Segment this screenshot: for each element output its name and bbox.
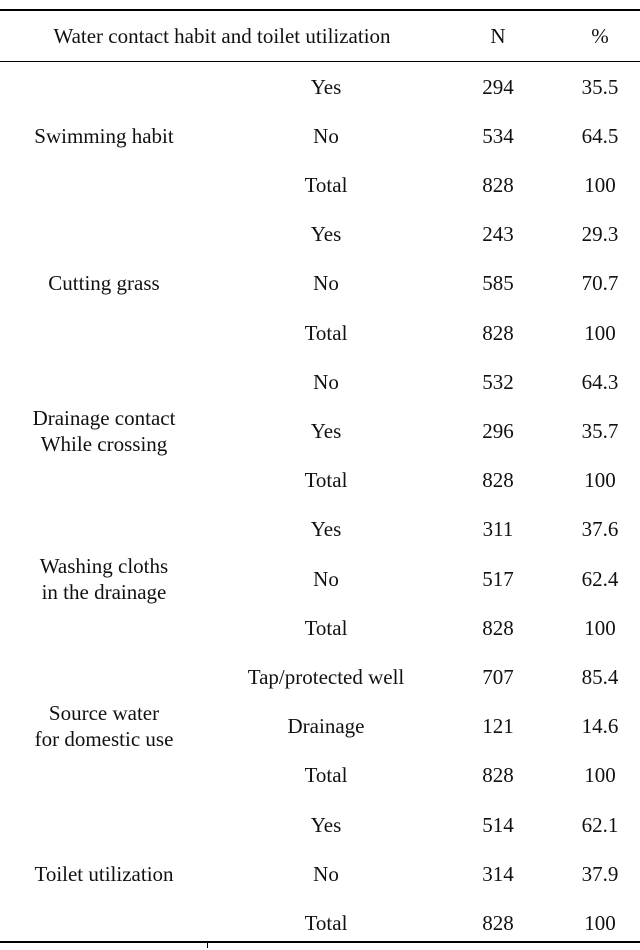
- group-label-line: in the drainage: [41, 579, 167, 604]
- n-cell: 296: [482, 418, 514, 443]
- category-cell: Yes: [310, 812, 342, 837]
- group-label-line: Cutting grass: [48, 271, 160, 296]
- percent-cell: 100: [584, 763, 616, 788]
- group-label: Washing cloths in the drainage: [0, 505, 208, 653]
- group-label-line: Source water: [48, 701, 160, 726]
- group-label-line: Toilet utilization: [34, 861, 174, 886]
- percent-cell: 35.7: [581, 418, 619, 443]
- n-cell: 828: [482, 172, 514, 197]
- group-label: Drainage contact While crossing: [0, 357, 208, 505]
- percent-cell: 62.1: [581, 812, 619, 837]
- category-cell: Total: [304, 468, 348, 493]
- group-label: Swimming habit: [0, 62, 208, 210]
- percent-cell: 85.4: [581, 664, 619, 689]
- category-cell: No: [313, 861, 339, 886]
- category-cell: Yes: [310, 418, 342, 443]
- category-cell: No: [313, 271, 339, 296]
- n-cell: 828: [482, 320, 514, 345]
- header-n: N: [490, 24, 506, 48]
- group-label: Source water for domestic use: [0, 652, 208, 800]
- n-cell: 585: [482, 271, 514, 296]
- category-cell: No: [313, 566, 339, 591]
- n-cell: 514: [482, 812, 514, 837]
- percent-cell: 100: [584, 615, 616, 640]
- category-cell: Yes: [310, 517, 342, 542]
- category-cell: Total: [304, 615, 348, 640]
- category-cell: No: [313, 369, 339, 394]
- category-cell: Total: [304, 320, 348, 345]
- percent-cell: 29.3: [581, 222, 619, 247]
- group-label: Toilet utilization: [0, 800, 208, 948]
- group-label-line: Swimming habit: [34, 123, 174, 148]
- n-cell: 243: [482, 222, 514, 247]
- percent-cell: 100: [584, 468, 616, 493]
- percent-cell: 62.4: [581, 566, 619, 591]
- category-cell: Total: [304, 763, 348, 788]
- table-header-rule: [0, 61, 640, 62]
- percent-cell: 37.9: [581, 861, 619, 886]
- n-cell: 121: [482, 714, 514, 739]
- percent-cell: 14.6: [581, 714, 619, 739]
- n-cell: 534: [482, 123, 514, 148]
- n-cell: 828: [482, 468, 514, 493]
- n-cell: 294: [482, 74, 514, 99]
- percent-cell: 100: [584, 910, 616, 935]
- table-bottom-tick: [207, 943, 208, 948]
- n-cell: 311: [482, 517, 514, 542]
- n-cell: 314: [482, 861, 514, 886]
- category-cell: Yes: [310, 222, 342, 247]
- header-title: Water contact habit and toilet utilizati…: [53, 24, 391, 48]
- category-cell: No: [313, 123, 339, 148]
- group-label-line: Washing cloths: [39, 553, 169, 578]
- category-cell: Total: [304, 910, 348, 935]
- n-cell: 517: [482, 566, 514, 591]
- category-cell: Tap/protected well: [247, 664, 405, 689]
- percent-cell: 64.3: [581, 369, 619, 394]
- group-label-line: for domestic use: [34, 727, 174, 752]
- group-label-line: Drainage contact: [32, 405, 176, 430]
- group-label-line: While crossing: [40, 431, 168, 456]
- table-bottom-rule: [0, 941, 640, 943]
- group-label: Cutting grass: [0, 210, 208, 358]
- n-cell: 532: [482, 369, 514, 394]
- n-cell: 828: [482, 615, 514, 640]
- percent-cell: 37.6: [581, 517, 619, 542]
- percent-cell: 64.5: [581, 123, 619, 148]
- category-cell: Total: [304, 172, 348, 197]
- percent-cell: 100: [584, 320, 616, 345]
- category-cell: Drainage: [287, 714, 365, 739]
- percent-cell: 70.7: [581, 271, 619, 296]
- percent-cell: 35.5: [581, 74, 619, 99]
- n-cell: 828: [482, 763, 514, 788]
- header-percent: %: [591, 24, 609, 48]
- n-cell: 707: [482, 664, 514, 689]
- n-cell: 828: [482, 910, 514, 935]
- category-cell: Yes: [310, 74, 342, 99]
- percent-cell: 100: [584, 172, 616, 197]
- table-top-rule: [0, 9, 640, 11]
